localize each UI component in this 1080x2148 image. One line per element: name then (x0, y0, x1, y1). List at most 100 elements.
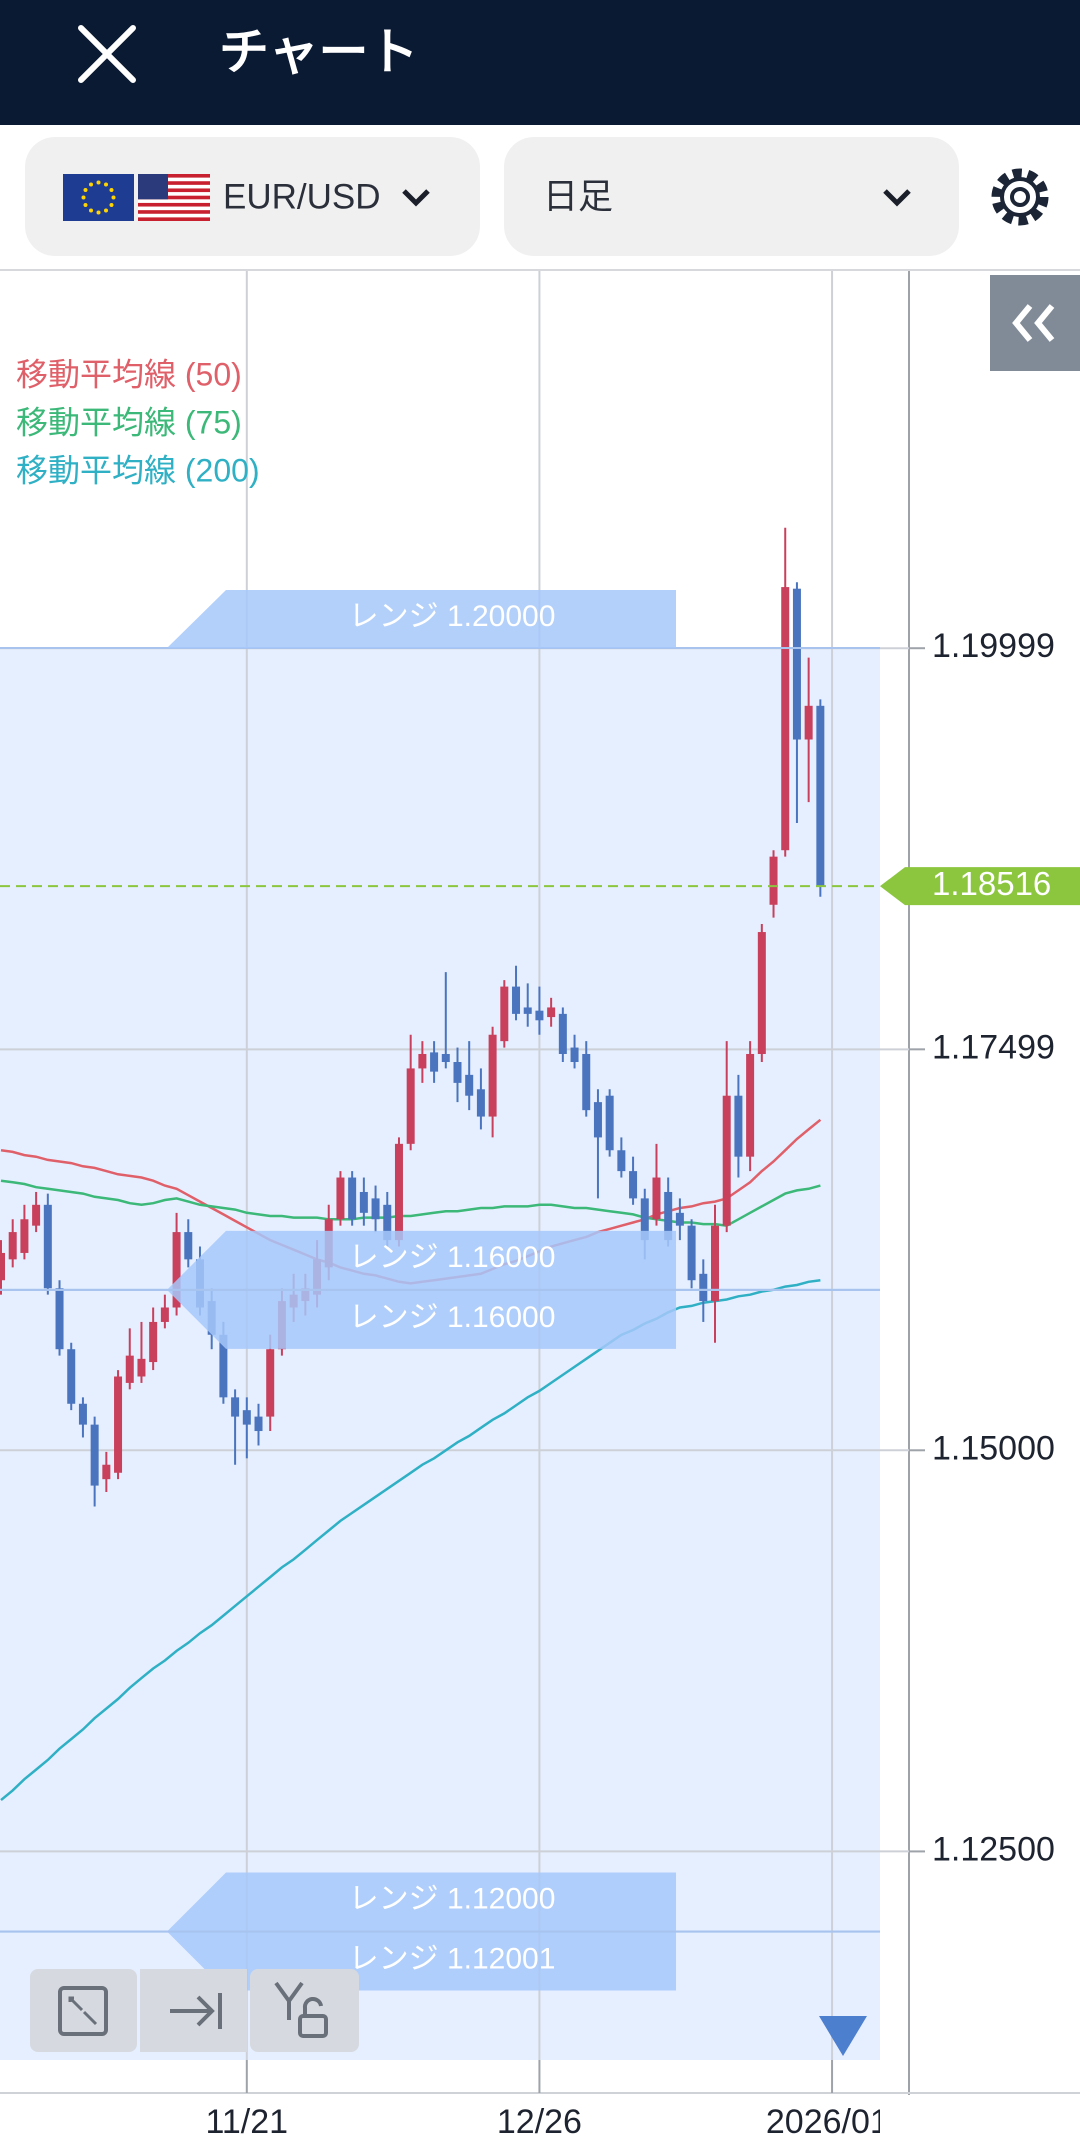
pair-selector[interactable] (25, 137, 480, 256)
candle-body (640, 1198, 649, 1241)
candle-body (125, 1355, 134, 1383)
close-button[interactable] (78, 25, 136, 83)
range-shade (0, 648, 880, 2060)
candle-body (675, 1212, 684, 1226)
header-bar (0, 0, 1080, 125)
lock-icon (298, 2014, 328, 2038)
candle-body (593, 1102, 602, 1138)
candle-body (371, 1198, 380, 1220)
candle-body (699, 1273, 708, 1302)
candle-body (711, 1225, 720, 1302)
candle-body (184, 1232, 193, 1260)
chart-tools (30, 1969, 359, 2052)
candle-body (722, 1095, 731, 1226)
candle-body (102, 1464, 111, 1480)
candle-body (488, 1034, 497, 1117)
eu-star (83, 188, 88, 192)
us-stripe (138, 202, 210, 207)
eu-star (96, 180, 101, 185)
eu-star (89, 182, 93, 187)
candle-body (219, 1334, 228, 1398)
candle-body (453, 1062, 462, 1083)
range-label: レンジ 1.20000 (349, 600, 556, 633)
current-price-tag (880, 867, 1080, 906)
chart-front-layer: 1.19999 1.17499 1.15000 1.12500 1.18516 移動平均線… (16, 356, 1080, 1868)
fit-button[interactable] (30, 1969, 137, 2052)
candle-body (43, 1204, 52, 1289)
candle-body (582, 1053, 591, 1111)
candle-body (547, 1007, 556, 1018)
candle-body (441, 1053, 450, 1063)
eu-star (109, 203, 114, 207)
candle-body (816, 705, 825, 887)
x-tick-label: 11/21 (206, 2103, 289, 2141)
fit-icon (68, 1996, 84, 2012)
candle-body (242, 1410, 251, 1425)
eu-star (81, 195, 86, 200)
gear-ring (1000, 177, 1040, 217)
timeframe-selector[interactable] (504, 137, 959, 256)
candle-body (266, 1349, 275, 1417)
eu-star (111, 195, 116, 200)
eu-star (104, 182, 108, 187)
candle-body (792, 588, 801, 740)
settings-button[interactable] (991, 168, 1049, 226)
y-tick-label: 1.12500 (932, 1830, 1055, 1868)
candle-body (172, 1232, 181, 1308)
candle-body (348, 1177, 357, 1220)
eu-star (83, 203, 88, 207)
candle-body (231, 1397, 240, 1417)
y-tick-label: 1.17499 (932, 1028, 1055, 1066)
candle-body (336, 1177, 345, 1220)
candle-body (476, 1089, 485, 1117)
candle-body (734, 1095, 743, 1157)
range-label: レンジ 1.16000 (349, 1301, 556, 1334)
candle-body (512, 986, 521, 1014)
us-stripe (138, 195, 210, 200)
candle-body (523, 1007, 532, 1014)
legend-entry: 移動平均線 (50) (16, 356, 242, 392)
us-stripe (138, 188, 210, 193)
us-stripe (138, 210, 210, 214)
current-price-label: 1.18516 (932, 865, 1051, 902)
candle-body (430, 1052, 439, 1072)
candle-body (406, 1068, 415, 1144)
legend-entry: 移動平均線 (75) (16, 404, 242, 440)
candle-body (20, 1219, 29, 1253)
candle-body (769, 856, 778, 905)
y-tick-label: 1.19999 (932, 627, 1055, 665)
us-stripe (138, 217, 210, 221)
eu-star (96, 210, 101, 215)
candle-body (500, 986, 509, 1042)
candle-body (160, 1307, 169, 1322)
candle-body (67, 1349, 76, 1404)
candle-body (418, 1053, 427, 1069)
candle-body (558, 1013, 567, 1054)
eu-star (104, 208, 108, 213)
candle-body (535, 1010, 544, 1021)
candle-body (617, 1150, 626, 1172)
candle-body (0, 1252, 5, 1281)
candle-body (32, 1204, 41, 1226)
candle-body (757, 932, 766, 1054)
candle-body (746, 1053, 755, 1157)
y-tick-label: 1.15000 (932, 1429, 1055, 1467)
candle-body (359, 1191, 368, 1213)
candle-body (149, 1321, 158, 1363)
fit-icon (58, 1986, 108, 2036)
collapse-button[interactable] (990, 275, 1080, 371)
candle-body (652, 1177, 661, 1220)
candle-body (254, 1416, 263, 1432)
us-canton (138, 174, 168, 200)
candle-body (570, 1047, 579, 1063)
candle-body (605, 1095, 614, 1151)
candle-body (114, 1376, 123, 1473)
candle-body (781, 587, 790, 851)
candle-body (804, 705, 813, 740)
scroll-down-marker[interactable] (819, 2016, 867, 2056)
ma-line (0, 1278, 821, 1802)
scroll-end-icon (196, 1995, 215, 2027)
candle-body (394, 1143, 403, 1241)
